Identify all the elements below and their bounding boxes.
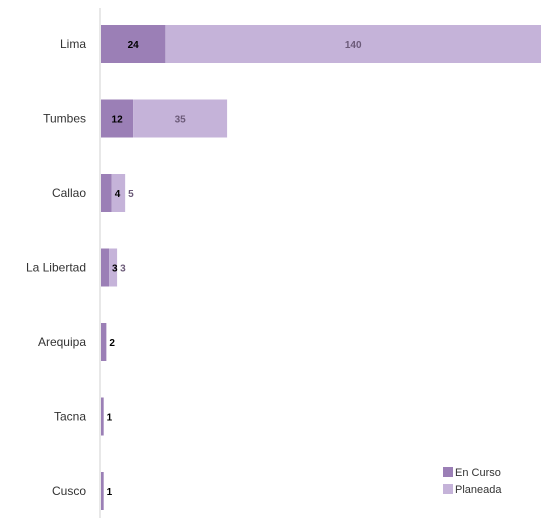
bar-en-curso-la-libertad (101, 248, 110, 287)
category-label-cusco: Cusco (52, 484, 86, 498)
legend: En Curso Planeada (443, 467, 502, 496)
category-labels: Lima Tumbes Callao La Libertad Arequipa Tacna… (26, 37, 86, 498)
data-label-planeada-lima: 140 (345, 40, 362, 51)
bar-en-curso-tumbes (101, 99, 134, 138)
data-label-en-curso-tacna: 1 (107, 413, 113, 424)
legend-label-planeada: Planeada (455, 484, 502, 496)
bar-planeada-tumbes (133, 99, 228, 138)
bar-en-curso-callao (101, 174, 112, 212)
data-label-en-curso-tumbes: 12 (112, 115, 124, 126)
data-label-planeada-callao: 5 (128, 189, 134, 200)
data-label-planeada-tumbes: 35 (175, 115, 187, 126)
data-label-en-curso-lima: 24 (128, 40, 140, 51)
bar-en-curso-lima (101, 25, 166, 63)
data-label-en-curso-callao: 4 (115, 189, 121, 200)
bar-en-curso-tacna (101, 397, 104, 436)
category-label-la-libertad: La Libertad (26, 261, 86, 275)
bar-planeada-la-libertad (109, 248, 118, 287)
data-label-en-curso-arequipa: 2 (109, 338, 115, 349)
legend-swatch-en-curso (443, 467, 453, 477)
data-label-planeada-la-libertad: 3 (120, 264, 126, 275)
data-label-en-curso-cusco: 1 (107, 487, 113, 498)
legend-label-en-curso: En Curso (455, 467, 501, 479)
category-label-callao: Callao (52, 186, 86, 200)
data-label-en-curso-la-libertad: 3 (112, 264, 118, 275)
category-label-arequipa: Arequipa (38, 335, 86, 349)
category-label-tumbes: Tumbes (43, 112, 86, 126)
legend-swatch-planeada (443, 484, 453, 494)
bar-en-curso-arequipa (101, 323, 107, 361)
bar-planeada-lima (165, 25, 541, 63)
bars-layer (101, 25, 541, 510)
category-label-lima: Lima (60, 37, 86, 51)
category-label-tacna: Tacna (54, 410, 86, 424)
bar-en-curso-cusco (101, 472, 104, 510)
bar-planeada-callao (111, 174, 126, 212)
